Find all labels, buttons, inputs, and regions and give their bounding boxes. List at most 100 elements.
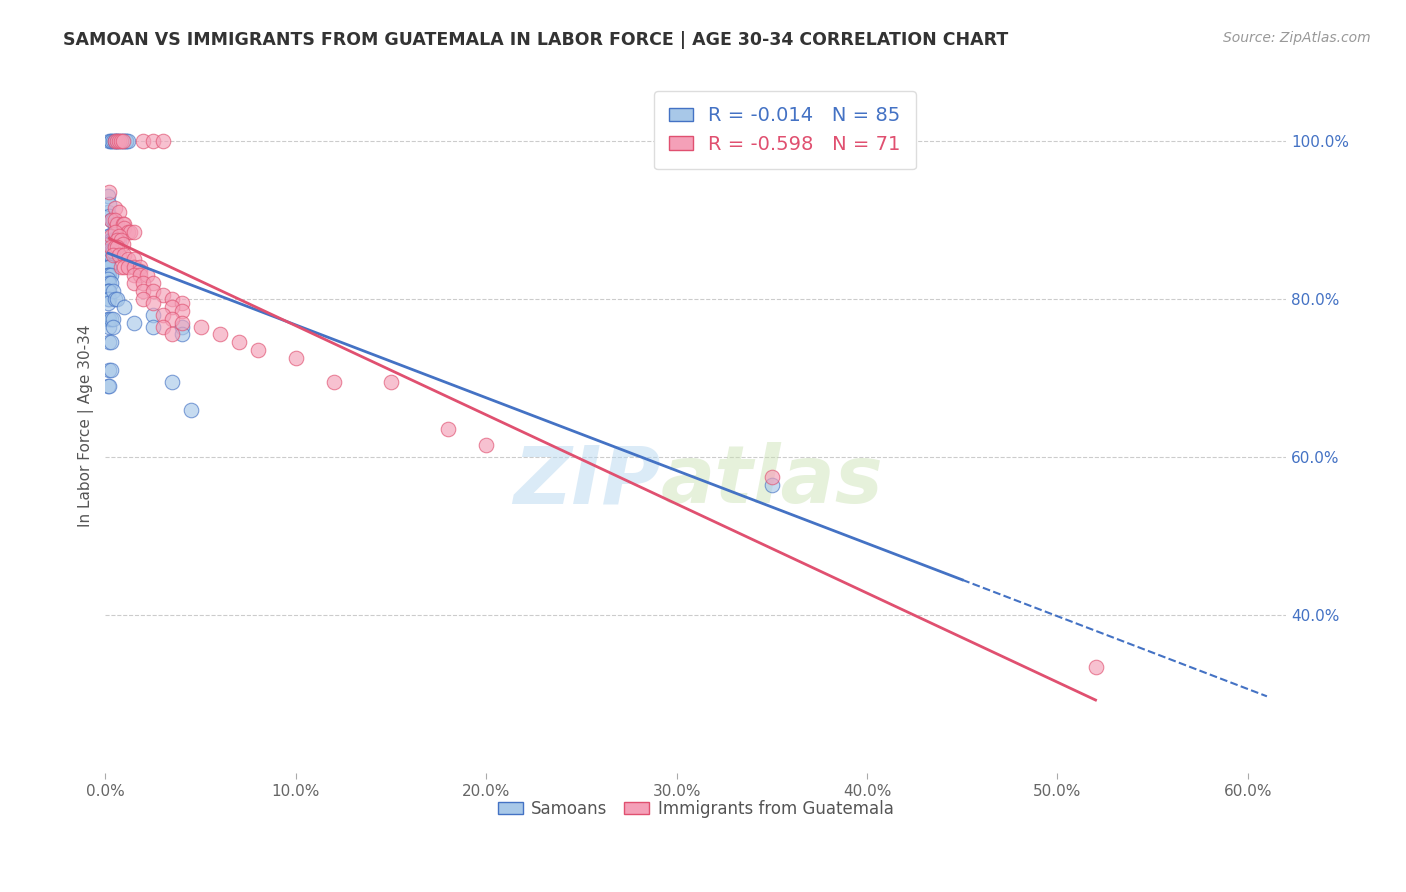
Point: [105, 134, 128, 148]
Point: [208, 327, 231, 342]
Point: [98, 248, 121, 262]
Point: [107, 248, 129, 262]
Point: [101, 233, 124, 247]
Point: [111, 134, 134, 148]
Point: [97, 244, 120, 259]
Point: [101, 134, 124, 148]
Point: [122, 276, 145, 290]
Point: [97, 379, 120, 393]
Point: [98, 335, 121, 350]
Point: [100, 134, 122, 148]
Point: [117, 134, 139, 148]
Point: [128, 260, 150, 275]
Point: [105, 217, 128, 231]
Point: [104, 217, 127, 231]
Point: [98, 319, 121, 334]
Point: [100, 268, 122, 282]
Point: [104, 240, 127, 254]
Point: [101, 244, 124, 259]
Point: [761, 470, 783, 484]
Point: [107, 134, 129, 148]
Point: [132, 292, 155, 306]
Point: [160, 311, 183, 326]
Y-axis label: In Labor Force | Age 30-34: In Labor Force | Age 30-34: [79, 324, 94, 526]
Point: [107, 134, 129, 148]
Text: SAMOAN VS IMMIGRANTS FROM GUATEMALA IN LABOR FORCE | AGE 30-34 CORRELATION CHART: SAMOAN VS IMMIGRANTS FROM GUATEMALA IN L…: [63, 31, 1008, 49]
Point: [132, 134, 155, 148]
Point: [97, 276, 120, 290]
Point: [100, 134, 122, 148]
Point: [142, 308, 165, 322]
Point: [105, 233, 128, 247]
Point: [111, 217, 134, 231]
Point: [246, 343, 269, 358]
Point: [98, 260, 121, 275]
Point: [97, 284, 120, 298]
Point: [112, 217, 135, 231]
Point: [98, 209, 121, 223]
Point: [97, 260, 120, 275]
Point: [97, 240, 120, 254]
Point: [105, 134, 128, 148]
Point: [98, 292, 121, 306]
Point: [117, 225, 139, 239]
Point: [160, 292, 183, 306]
Point: [100, 233, 122, 247]
Point: [110, 233, 132, 247]
Point: [122, 225, 145, 239]
Point: [1084, 659, 1107, 673]
Legend: Samoans, Immigrants from Guatemala: Samoans, Immigrants from Guatemala: [491, 793, 900, 824]
Point: [152, 288, 174, 302]
Point: [101, 248, 124, 262]
Point: [111, 134, 134, 148]
Point: [107, 233, 129, 247]
Point: [101, 319, 124, 334]
Point: [100, 244, 122, 259]
Point: [104, 225, 127, 239]
Text: Source: ZipAtlas.com: Source: ZipAtlas.com: [1223, 31, 1371, 45]
Point: [101, 284, 124, 298]
Point: [761, 477, 783, 491]
Point: [228, 335, 250, 350]
Point: [170, 319, 193, 334]
Point: [98, 185, 121, 199]
Point: [98, 276, 121, 290]
Point: [120, 225, 142, 239]
Point: [122, 252, 145, 267]
Point: [105, 233, 128, 247]
Point: [112, 134, 135, 148]
Point: [136, 268, 159, 282]
Point: [122, 316, 145, 330]
Point: [170, 296, 193, 310]
Point: [100, 311, 122, 326]
Point: [117, 252, 139, 267]
Point: [115, 134, 138, 148]
Point: [100, 212, 122, 227]
Point: [322, 375, 344, 389]
Point: [170, 327, 193, 342]
Point: [190, 319, 212, 334]
Point: [100, 212, 122, 227]
Point: [104, 212, 127, 227]
Point: [101, 212, 124, 227]
Point: [437, 422, 460, 436]
Point: [104, 201, 127, 215]
Point: [101, 311, 124, 326]
Point: [100, 248, 122, 262]
Point: [97, 268, 120, 282]
Point: [100, 228, 122, 243]
Point: [142, 276, 165, 290]
Point: [98, 236, 121, 251]
Point: [107, 228, 129, 243]
Point: [104, 134, 127, 148]
Point: [152, 308, 174, 322]
Point: [98, 228, 121, 243]
Point: [100, 276, 122, 290]
Point: [98, 236, 121, 251]
Point: [170, 316, 193, 330]
Point: [160, 375, 183, 389]
Point: [475, 438, 498, 452]
Point: [98, 268, 121, 282]
Point: [152, 319, 174, 334]
Point: [97, 292, 120, 306]
